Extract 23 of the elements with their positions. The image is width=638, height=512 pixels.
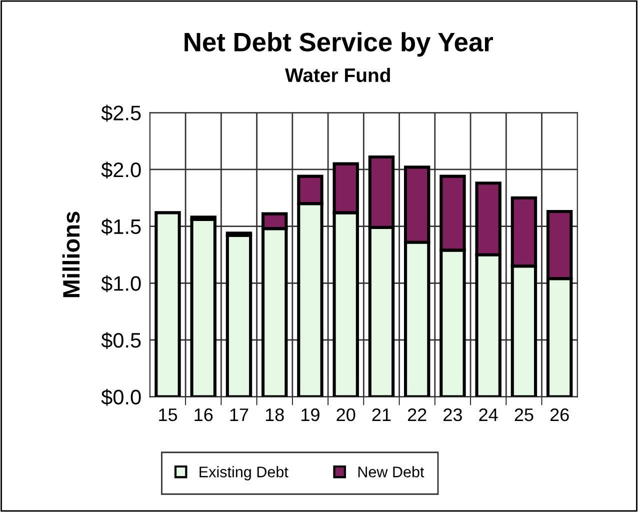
y-tick-label: $1.5 bbox=[101, 218, 141, 236]
y-axis-title: Millions bbox=[62, 212, 80, 298]
y-tick-label: $1.0 bbox=[101, 275, 141, 292]
x-tick-label: 21 bbox=[372, 408, 391, 421]
x-tick-label: 23 bbox=[444, 408, 462, 422]
x-tick-label: 22 bbox=[408, 408, 426, 421]
y-tick-label: $2.0 bbox=[101, 162, 141, 178]
y-tick-label: $2.5 bbox=[101, 104, 141, 122]
x-tick-label: 19 bbox=[302, 408, 320, 422]
y-tick-label: $0.5 bbox=[101, 332, 141, 349]
legend-label: Existing Debt bbox=[200, 466, 288, 480]
x-tick-label: 15 bbox=[159, 408, 178, 422]
x-tick-label: 24 bbox=[479, 408, 498, 421]
chart-title: Net Debt Service by Year bbox=[184, 32, 493, 57]
y-tick-label: $0.0 bbox=[101, 388, 141, 406]
x-tick-label: 17 bbox=[230, 408, 248, 421]
x-tick-label: 25 bbox=[514, 408, 534, 422]
x-tick-label: 16 bbox=[194, 408, 213, 422]
x-tick-label: 18 bbox=[266, 408, 284, 422]
chart-subtitle: Water Fund bbox=[285, 68, 390, 82]
x-tick-label: 20 bbox=[336, 408, 356, 422]
legend-label: New Debt bbox=[358, 466, 424, 478]
x-tick-label: 26 bbox=[550, 408, 569, 422]
